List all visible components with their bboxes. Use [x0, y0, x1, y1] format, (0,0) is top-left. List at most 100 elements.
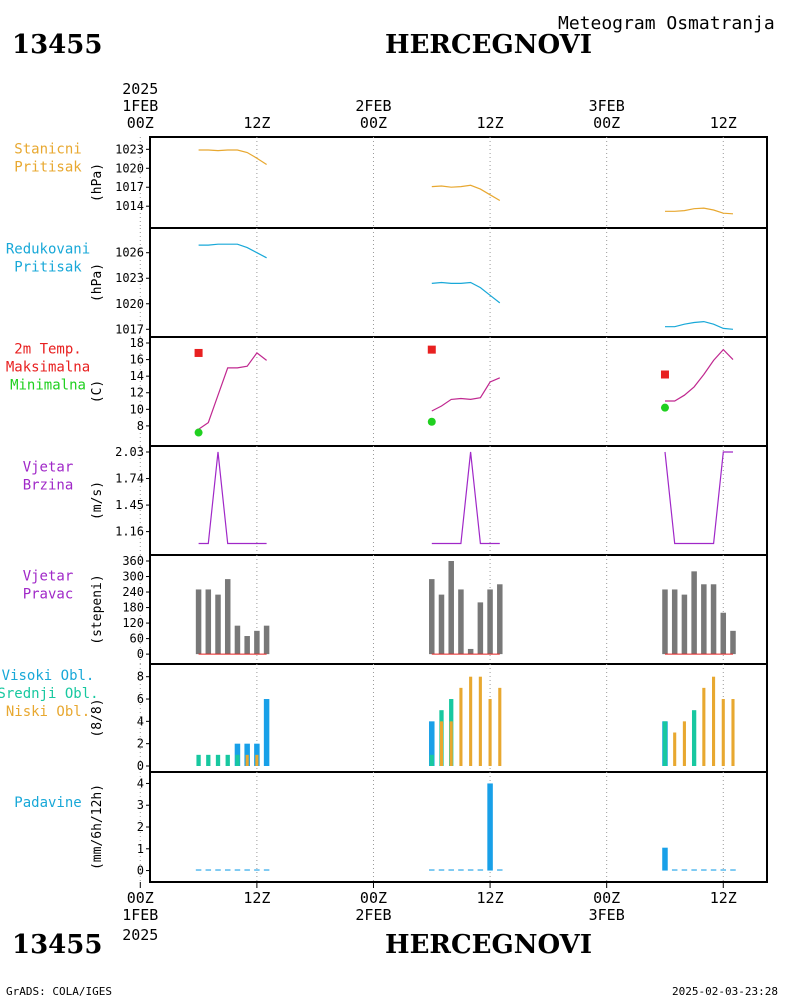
bottom-axis-label-0-0: 00Z: [127, 889, 154, 907]
bar-wind_direction-16: [662, 589, 668, 655]
bar-wind_direction-5: [244, 636, 250, 655]
bar-wind_direction-7: [263, 625, 270, 655]
bar-clouds-1-2: [215, 754, 221, 766]
bar-precipitation-4: [234, 869, 241, 871]
bar-wind_direction-22: [720, 612, 727, 655]
ytick-label-precipitation-0: 0: [137, 864, 144, 878]
ytick-label-wind_speed-1: 1.45: [115, 498, 144, 512]
ylabel-temperature: (C): [90, 380, 105, 403]
bar-clouds-2-10: [449, 721, 453, 766]
bar-precipitation-9: [438, 869, 445, 871]
ylabel-reduced_pressure: (hPa): [90, 263, 105, 302]
top-axis-label-0-0: 00Z: [127, 114, 154, 132]
max-marker-1: [427, 345, 436, 354]
bar-precipitation-14: [487, 783, 493, 871]
top-axis-label-5-0: 12Z: [710, 114, 737, 132]
ytick-label-wind_speed-2: 1.74: [115, 472, 144, 486]
station-name-top: HERCEGNOVI: [385, 30, 592, 60]
ytick-label-clouds-3: 6: [137, 692, 144, 706]
panel-label-reduced_pressure-0: Redukovani: [6, 242, 90, 258]
panel-reduced_pressure: 1017 1020 1023 1026 (hPa)Redukovani Pritisak: [6, 227, 768, 338]
panel-frame-temperature: [149, 336, 768, 447]
bar-wind_direction-10: [448, 561, 454, 655]
panel-frame-station_pressure: [149, 136, 768, 229]
bottom-axis-label-5-0: 12Z: [710, 889, 737, 907]
line-series-wind_speed-2: [664, 451, 733, 545]
ytick-label-temperature-1: 10: [130, 402, 144, 416]
bar-precipitation-23: [730, 869, 736, 871]
bar-clouds-2-14: [488, 699, 492, 766]
bar-precipitation-18: [681, 869, 688, 871]
top-axis-label-0-1: 1FEB: [122, 97, 158, 115]
bar-clouds-2-18: [682, 721, 686, 766]
bar-clouds-2-6: [255, 754, 259, 766]
bar-clouds-1-0: [196, 754, 201, 766]
bar-wind_direction-1: [205, 589, 212, 655]
panel-frame-reduced_pressure: [149, 227, 768, 338]
ytick-label-precipitation-1: 1: [137, 842, 144, 856]
panel-label-clouds-2: Niski Obl.: [6, 704, 90, 720]
bottom-axis-label-1-0: 12Z: [243, 889, 270, 907]
bar-clouds-2-23: [731, 699, 735, 766]
ytick-label-precipitation-3: 3: [137, 798, 144, 812]
bar-wind_direction-0: [195, 589, 202, 655]
bar-precipitation-0: [195, 869, 202, 871]
ytick-label-reduced_pressure-3: 1026: [115, 246, 144, 260]
ytick-label-wind_direction-6: 360: [122, 554, 144, 568]
panel-label-wind_speed-1: Brzina: [23, 478, 74, 494]
bottom-axis-label-4-1: 3FEB: [589, 906, 625, 924]
ytick-label-reduced_pressure-2: 1023: [115, 271, 144, 285]
panel-temperature: 8 10 12 14 16 18 (C) 2m Temp. Maksimalna Minimaln…: [6, 336, 768, 447]
ytick-label-wind_direction-1: 60: [130, 632, 144, 646]
top-axis-label-4-0: 00Z: [593, 114, 620, 132]
ytick-label-temperature-0: 8: [137, 419, 144, 433]
bar-precipitation-12: [467, 869, 474, 871]
bottom-axis-label-3-0: 12Z: [477, 889, 504, 907]
panel-label-wind_direction-0: Vjetar: [23, 569, 74, 585]
bar-precipitation-10: [448, 869, 454, 871]
ytick-label-clouds-1: 2: [137, 737, 144, 751]
ytick-label-temperature-5: 18: [130, 336, 144, 350]
bar-wind_direction-20: [701, 584, 707, 655]
line-series-temperature-2: [665, 348, 734, 402]
ytick-label-wind_direction-5: 300: [122, 570, 144, 584]
panel-label-wind_speed-0: Vjetar: [23, 460, 74, 476]
bar-clouds-2-12: [469, 676, 473, 766]
panel-station_pressure: 1014 1017 1020 1023 (hPa) Stanicni Pritisak: [14, 136, 768, 229]
ytick-label-station_pressure-2: 1020: [115, 161, 144, 175]
ytick-label-wind_direction-0: 0: [137, 647, 144, 661]
ytick-label-station_pressure-0: 1014: [115, 199, 144, 213]
bar-precipitation-16: [662, 847, 668, 871]
line-series-temperature-0: [198, 352, 267, 430]
panel-precipitation: 0 1 2 3 4 (mm/6h/12h) Padavine: [14, 771, 768, 883]
panel-label-temperature-2: Minimalna: [10, 378, 86, 394]
panel-label-precipitation-0: Padavine: [14, 795, 81, 811]
bar-clouds-1-19: [691, 710, 697, 766]
bar-precipitation-11: [458, 869, 464, 871]
panel-label-clouds-1: Srednji Obl.: [0, 686, 99, 702]
bar-precipitation-8: [429, 869, 435, 871]
top-year-label: 2025: [122, 80, 158, 98]
bar-precipitation-2: [215, 869, 221, 871]
ytick-label-wind_direction-2: 120: [122, 616, 144, 630]
bar-clouds-1-4: [235, 754, 240, 766]
panel-wind_speed: 1.16 1.45 1.74 2.03 (m/s) Vjetar Brzina: [23, 445, 768, 556]
bar-precipitation-15: [497, 869, 503, 871]
ytick-label-clouds-4: 8: [137, 670, 144, 684]
bar-clouds-1-8: [429, 754, 434, 766]
ytick-label-wind_speed-0: 1.16: [115, 525, 144, 539]
top-axis-label-1-0: 12Z: [243, 114, 270, 132]
bar-precipitation-19: [691, 869, 697, 871]
bar-clouds-2-9: [439, 721, 444, 766]
bar-wind_direction-21: [710, 584, 717, 655]
bar-clouds-2-21: [712, 676, 716, 766]
product-title: Meteogram Osmatranja: [558, 13, 775, 34]
ytick-label-wind_speed-3: 2.03: [115, 445, 144, 459]
bar-clouds-1-3: [225, 754, 230, 766]
line-series-reduced_pressure-0: [198, 243, 267, 259]
bar-precipitation-22: [720, 869, 727, 871]
bar-clouds-2-17: [673, 732, 677, 766]
panel-label-station_pressure-1: Pritisak: [14, 160, 82, 176]
footer-timestamp: 2025-02-03-23:28: [672, 985, 778, 998]
